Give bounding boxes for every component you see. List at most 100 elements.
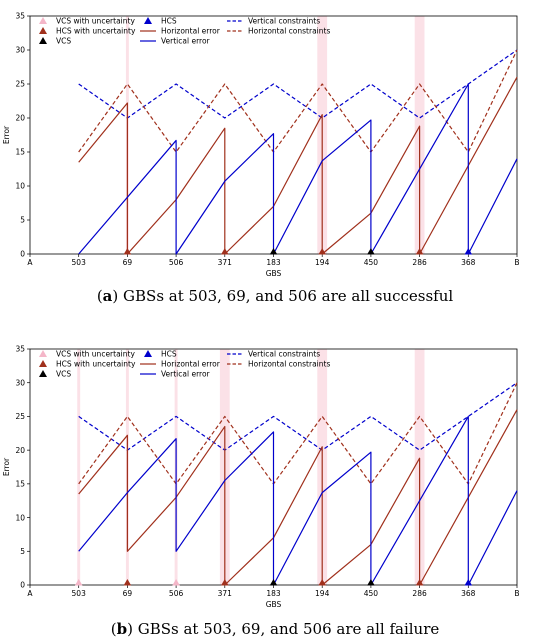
x-tick-label: 450	[364, 589, 379, 598]
x-tick-label: 69	[123, 589, 133, 598]
legend-label: Vertical error	[161, 370, 211, 379]
y-tick-label: 35	[15, 12, 25, 21]
legend-item: Horizontal error	[140, 360, 221, 369]
x-tick-label: 503	[72, 258, 87, 267]
legend-item: Vertical error	[140, 370, 211, 379]
station-marker	[318, 579, 326, 586]
legend-item: HCS with uncertainty	[39, 27, 136, 36]
legend-item: VCS with uncertainty	[39, 17, 135, 26]
station-marker	[269, 579, 278, 586]
series-line-horizontal-constraints	[78, 49, 518, 153]
legend-item: Horizontal error	[140, 27, 221, 36]
station-marker	[318, 248, 326, 255]
legend-marker	[39, 360, 47, 367]
station-marker	[123, 579, 132, 586]
y-tick-label: 10	[15, 513, 25, 522]
legend-item: HCS	[144, 350, 177, 359]
caption-b-text: GBSs at 503, 69, and 506 are all failure	[137, 620, 440, 638]
station-marker	[74, 579, 83, 586]
x-tick-label: 371	[218, 589, 233, 598]
station-marker	[269, 248, 278, 255]
x-tick-label: 506	[169, 258, 184, 267]
y-tick-label: 0	[20, 250, 25, 259]
caption-a: (a) GBSs at 503, 69, and 506 are all suc…	[96, 287, 454, 305]
legend-marker	[39, 17, 47, 24]
x-tick-label: 503	[72, 589, 87, 598]
caption-a-text: GBSs at 503, 69, and 506 are all success…	[123, 287, 454, 305]
station-marker	[123, 248, 132, 255]
y-tick-label: 0	[20, 581, 25, 590]
x-tick-label: 371	[218, 258, 233, 267]
station-marker	[221, 579, 229, 586]
legend-item: HCS	[144, 17, 177, 26]
y-tick-label: 15	[15, 480, 25, 489]
x-tick-label: 368	[461, 258, 476, 267]
caption-b: (b) GBSs at 503, 69, and 506 are all fai…	[110, 620, 440, 638]
y-tick-label: 10	[15, 182, 25, 191]
station-marker	[464, 248, 473, 255]
legend-item: Vertical constraints	[227, 17, 320, 26]
x-tick-label: 69	[123, 258, 133, 267]
legend-item: VCS	[39, 370, 71, 379]
station-marker	[172, 579, 180, 586]
caption-a-label: a	[102, 287, 113, 305]
legend-label: Horizontal error	[161, 360, 221, 369]
x-tick-label: B	[514, 589, 519, 598]
legend-item: Horizontal constraints	[227, 360, 330, 369]
x-tick-label: A	[27, 589, 33, 598]
x-axis-label: GBS	[266, 600, 282, 609]
x-tick-label: 450	[364, 258, 379, 267]
x-tick-label: 286	[412, 258, 427, 267]
y-tick-label: 15	[15, 148, 25, 157]
legend-item: Vertical constraints	[227, 350, 320, 359]
legend-label: VCS	[56, 370, 71, 379]
legend-label: HCS with uncertainty	[56, 360, 136, 369]
x-tick-label: 506	[169, 589, 184, 598]
x-tick-label: 183	[266, 258, 281, 267]
legend-label: HCS with uncertainty	[56, 27, 136, 36]
legend-item: HCS with uncertainty	[39, 360, 136, 369]
y-tick-label: 30	[15, 378, 25, 387]
x-tick-label: 194	[315, 589, 330, 598]
x-axis-label: GBS	[266, 269, 282, 278]
y-tick-label: 20	[15, 446, 25, 455]
y-axis-label: Error	[2, 457, 11, 476]
x-tick-label: A	[27, 258, 33, 267]
legend-label: Horizontal constraints	[248, 27, 330, 36]
series-line-vertical-error	[78, 415, 518, 586]
legend-item: Vertical error	[140, 37, 211, 46]
station-marker	[367, 579, 375, 586]
station-marker	[367, 248, 375, 255]
x-tick-label: 194	[315, 258, 330, 267]
x-tick-label: B	[514, 258, 519, 267]
x-tick-label: 183	[266, 589, 281, 598]
legend-label: Vertical constraints	[248, 350, 320, 359]
legend-label: Vertical constraints	[248, 17, 320, 26]
legend-label: VCS with uncertainty	[56, 350, 135, 359]
series-line-horizontal-error	[78, 76, 518, 255]
legend-marker	[39, 27, 47, 34]
y-tick-label: 25	[15, 412, 25, 421]
y-tick-label: 35	[15, 345, 25, 354]
y-axis-label: Error	[2, 125, 11, 144]
chart-panel-a: 0 5 10 15 20 25 30 35 A 503 69 506 371 183 194 450 286 36…	[2, 12, 520, 278]
legend-label: HCS	[161, 350, 177, 359]
legend-label: Horizontal constraints	[248, 360, 330, 369]
uncertainty-band	[77, 349, 81, 585]
caption-b-label: b	[116, 620, 128, 638]
legend-label: Vertical error	[161, 37, 211, 46]
legend-marker	[144, 350, 152, 357]
series-line-vertical-error	[78, 83, 518, 255]
y-tick-label: 20	[15, 114, 25, 123]
legend-marker	[39, 37, 47, 44]
station-marker	[415, 579, 424, 586]
legend-marker	[144, 17, 152, 24]
series-line-horizontal-constraints	[78, 382, 518, 485]
y-tick-label: 5	[20, 216, 25, 225]
station-marker	[464, 579, 473, 586]
legend-marker	[39, 350, 47, 357]
legend-label: HCS	[161, 17, 177, 26]
y-tick-label: 25	[15, 80, 25, 89]
